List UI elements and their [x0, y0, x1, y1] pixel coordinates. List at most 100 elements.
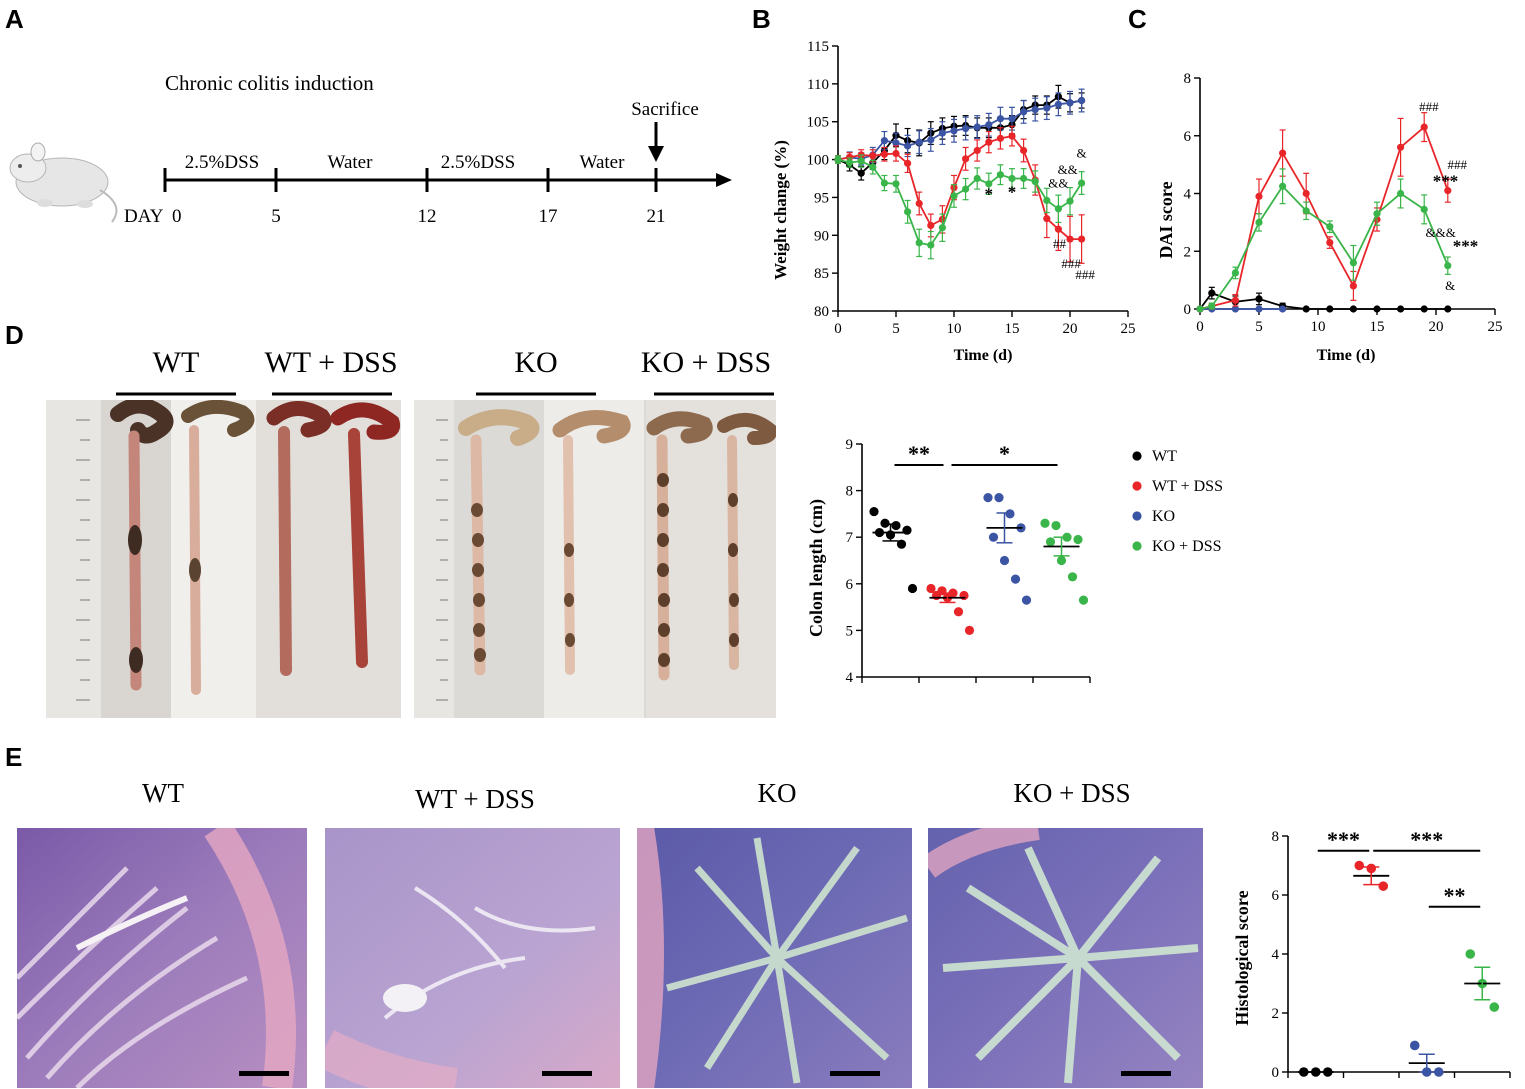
panel-letter-b: B: [752, 4, 771, 34]
colon-y-tick-label: 5: [846, 623, 854, 639]
dai-annotation: ###: [1447, 157, 1467, 172]
mouse-illustration: [9, 142, 118, 223]
weight-point-ko-dss: [915, 239, 923, 247]
weight-x-tick-label: 25: [1121, 321, 1136, 337]
colon-photo-wt: [46, 400, 401, 718]
weight-point-wt-dss: [1054, 225, 1062, 233]
weight-point-wt-dss: [869, 152, 877, 160]
dai-x-tick-label: 10: [1311, 319, 1326, 335]
weight-point-ko: [927, 136, 935, 144]
legend-label-ko-dss: KO + DSS: [1152, 538, 1221, 555]
timeline-day-5: 5: [271, 206, 281, 227]
dai-y-tick-label: 4: [1184, 187, 1192, 203]
colon-point-wt-dss: [964, 625, 975, 635]
weight-annotation: *: [1008, 182, 1017, 201]
weight-x-tick-label: 5: [892, 321, 900, 337]
weight-point-ko-dss: [950, 192, 958, 200]
weight-point-ko-dss: [880, 179, 888, 187]
timeline-title: Chronic colitis induction: [165, 71, 374, 95]
weight-point-wt-dss: [985, 138, 993, 146]
timeline-day-21: 21: [647, 206, 666, 227]
weight-y-tick-label: 95: [814, 190, 829, 206]
dai-score-chart: DAI score Time (d) 0 5 10 15 20 25 0 2 4 6 8 ### ###…: [1156, 71, 1503, 364]
weight-series-line-ko-dss: [837, 158, 1083, 247]
weight-point-ko: [938, 129, 946, 137]
weight-y-axis-label: Weight change (%): [771, 140, 790, 280]
weight-point-wt-dss: [904, 159, 912, 167]
weight-annotation: &: [1077, 145, 1087, 160]
histology-image-ko-dss: [928, 828, 1203, 1088]
histology-point-ko-dss: [1465, 949, 1476, 959]
weight-point-ko: [1008, 115, 1016, 123]
weight-change-chart: Weight change (%) Time (d) 0 5 10 15 20 25 80 8…: [771, 39, 1136, 364]
group-label-wt: WT: [153, 346, 200, 379]
weight-point-ko-dss: [1020, 174, 1028, 183]
dai-point-wt: [1420, 305, 1428, 313]
dai-point-wt: [1326, 305, 1334, 313]
weight-y-tick-label: 80: [814, 304, 829, 320]
dai-annotation: ***: [1433, 171, 1459, 190]
weight-point-ko-dss: [996, 171, 1004, 179]
weight-point-wt-dss: [1066, 235, 1074, 243]
colon-y-tick-label: 8: [846, 484, 854, 500]
dai-point-wt: [1397, 305, 1405, 313]
weight-point-ko: [1078, 96, 1086, 105]
histology-label-wt-dss: WT + DSS: [415, 784, 535, 814]
weight-annotation: &&: [1058, 162, 1078, 177]
weight-x-tick-label: 10: [947, 321, 962, 337]
histology-image-wt: [17, 828, 307, 1088]
weight-point-ko-dss: [846, 159, 854, 167]
legend-marker-wt-dss: [1132, 481, 1142, 491]
dai-point-wt-dss: [1420, 123, 1428, 131]
dai-x-tick-label: 20: [1429, 319, 1444, 335]
legend-label-wt: WT: [1152, 448, 1177, 465]
colon-y-tick-label: 6: [846, 577, 854, 593]
histology-label-wt: WT: [142, 778, 184, 808]
weight-point-ko: [1066, 99, 1074, 107]
colon-point-wt-dss: [926, 583, 936, 594]
dai-series-line-ko-dss: [1199, 184, 1449, 310]
dai-point-ko-dss: [1208, 302, 1216, 310]
dai-point-ko-dss: [1279, 182, 1287, 190]
weight-point-ko: [996, 115, 1004, 123]
dai-point-wt: [1255, 295, 1263, 303]
colon-y-tick-label: 4: [846, 670, 854, 686]
dai-point-wt-dss: [1231, 296, 1239, 304]
weight-point-wt-dss: [915, 199, 923, 208]
histology-significance-label: **: [1444, 883, 1466, 908]
weight-x-axis-label: Time (d): [954, 347, 1013, 364]
colon-point-ko-dss: [1051, 520, 1061, 531]
weight-annotation: *: [985, 185, 994, 204]
weight-point-wt-dss: [880, 150, 888, 158]
dai-point-ko-dss: [1397, 189, 1405, 198]
weight-point-ko: [880, 137, 888, 145]
dai-point-ko: [1279, 305, 1287, 313]
colon-point-wt: [869, 506, 879, 517]
scale-bar: [830, 1071, 880, 1076]
weight-point-ko-dss: [973, 174, 981, 183]
dai-point-ko-dss: [1444, 262, 1452, 270]
weight-point-wt-dss: [1043, 215, 1051, 223]
dai-point-wt: [1302, 305, 1310, 313]
weight-point-wt-dss: [973, 146, 981, 155]
weight-point-wt: [857, 169, 865, 177]
weight-series-line-ko: [837, 99, 1082, 161]
histology-point-ko: [1409, 1040, 1420, 1051]
dai-x-tick-label: 5: [1255, 319, 1263, 335]
colon-significance-label: **: [908, 441, 930, 466]
weight-annotation: ##: [1053, 236, 1067, 251]
weight-series-line-wt-dss: [837, 135, 1082, 241]
dai-point-wt: [1444, 305, 1452, 313]
colon-point-ko: [999, 555, 1010, 566]
weight-y-tick-label: 90: [814, 228, 829, 244]
histology-y-tick-label: 2: [1272, 1006, 1280, 1022]
histology-point-wt-dss: [1378, 881, 1389, 891]
weight-point-ko: [1043, 104, 1051, 112]
weight-point-ko-dss: [1054, 205, 1062, 213]
dai-point-wt-dss: [1302, 189, 1310, 198]
weight-point-wt-dss: [927, 221, 935, 230]
weight-annotation: ###: [1075, 267, 1095, 282]
colon-y-tick-label: 7: [846, 530, 854, 546]
legend-label-ko: KO: [1152, 508, 1175, 525]
histology-label-ko-dss: KO + DSS: [1013, 778, 1130, 808]
